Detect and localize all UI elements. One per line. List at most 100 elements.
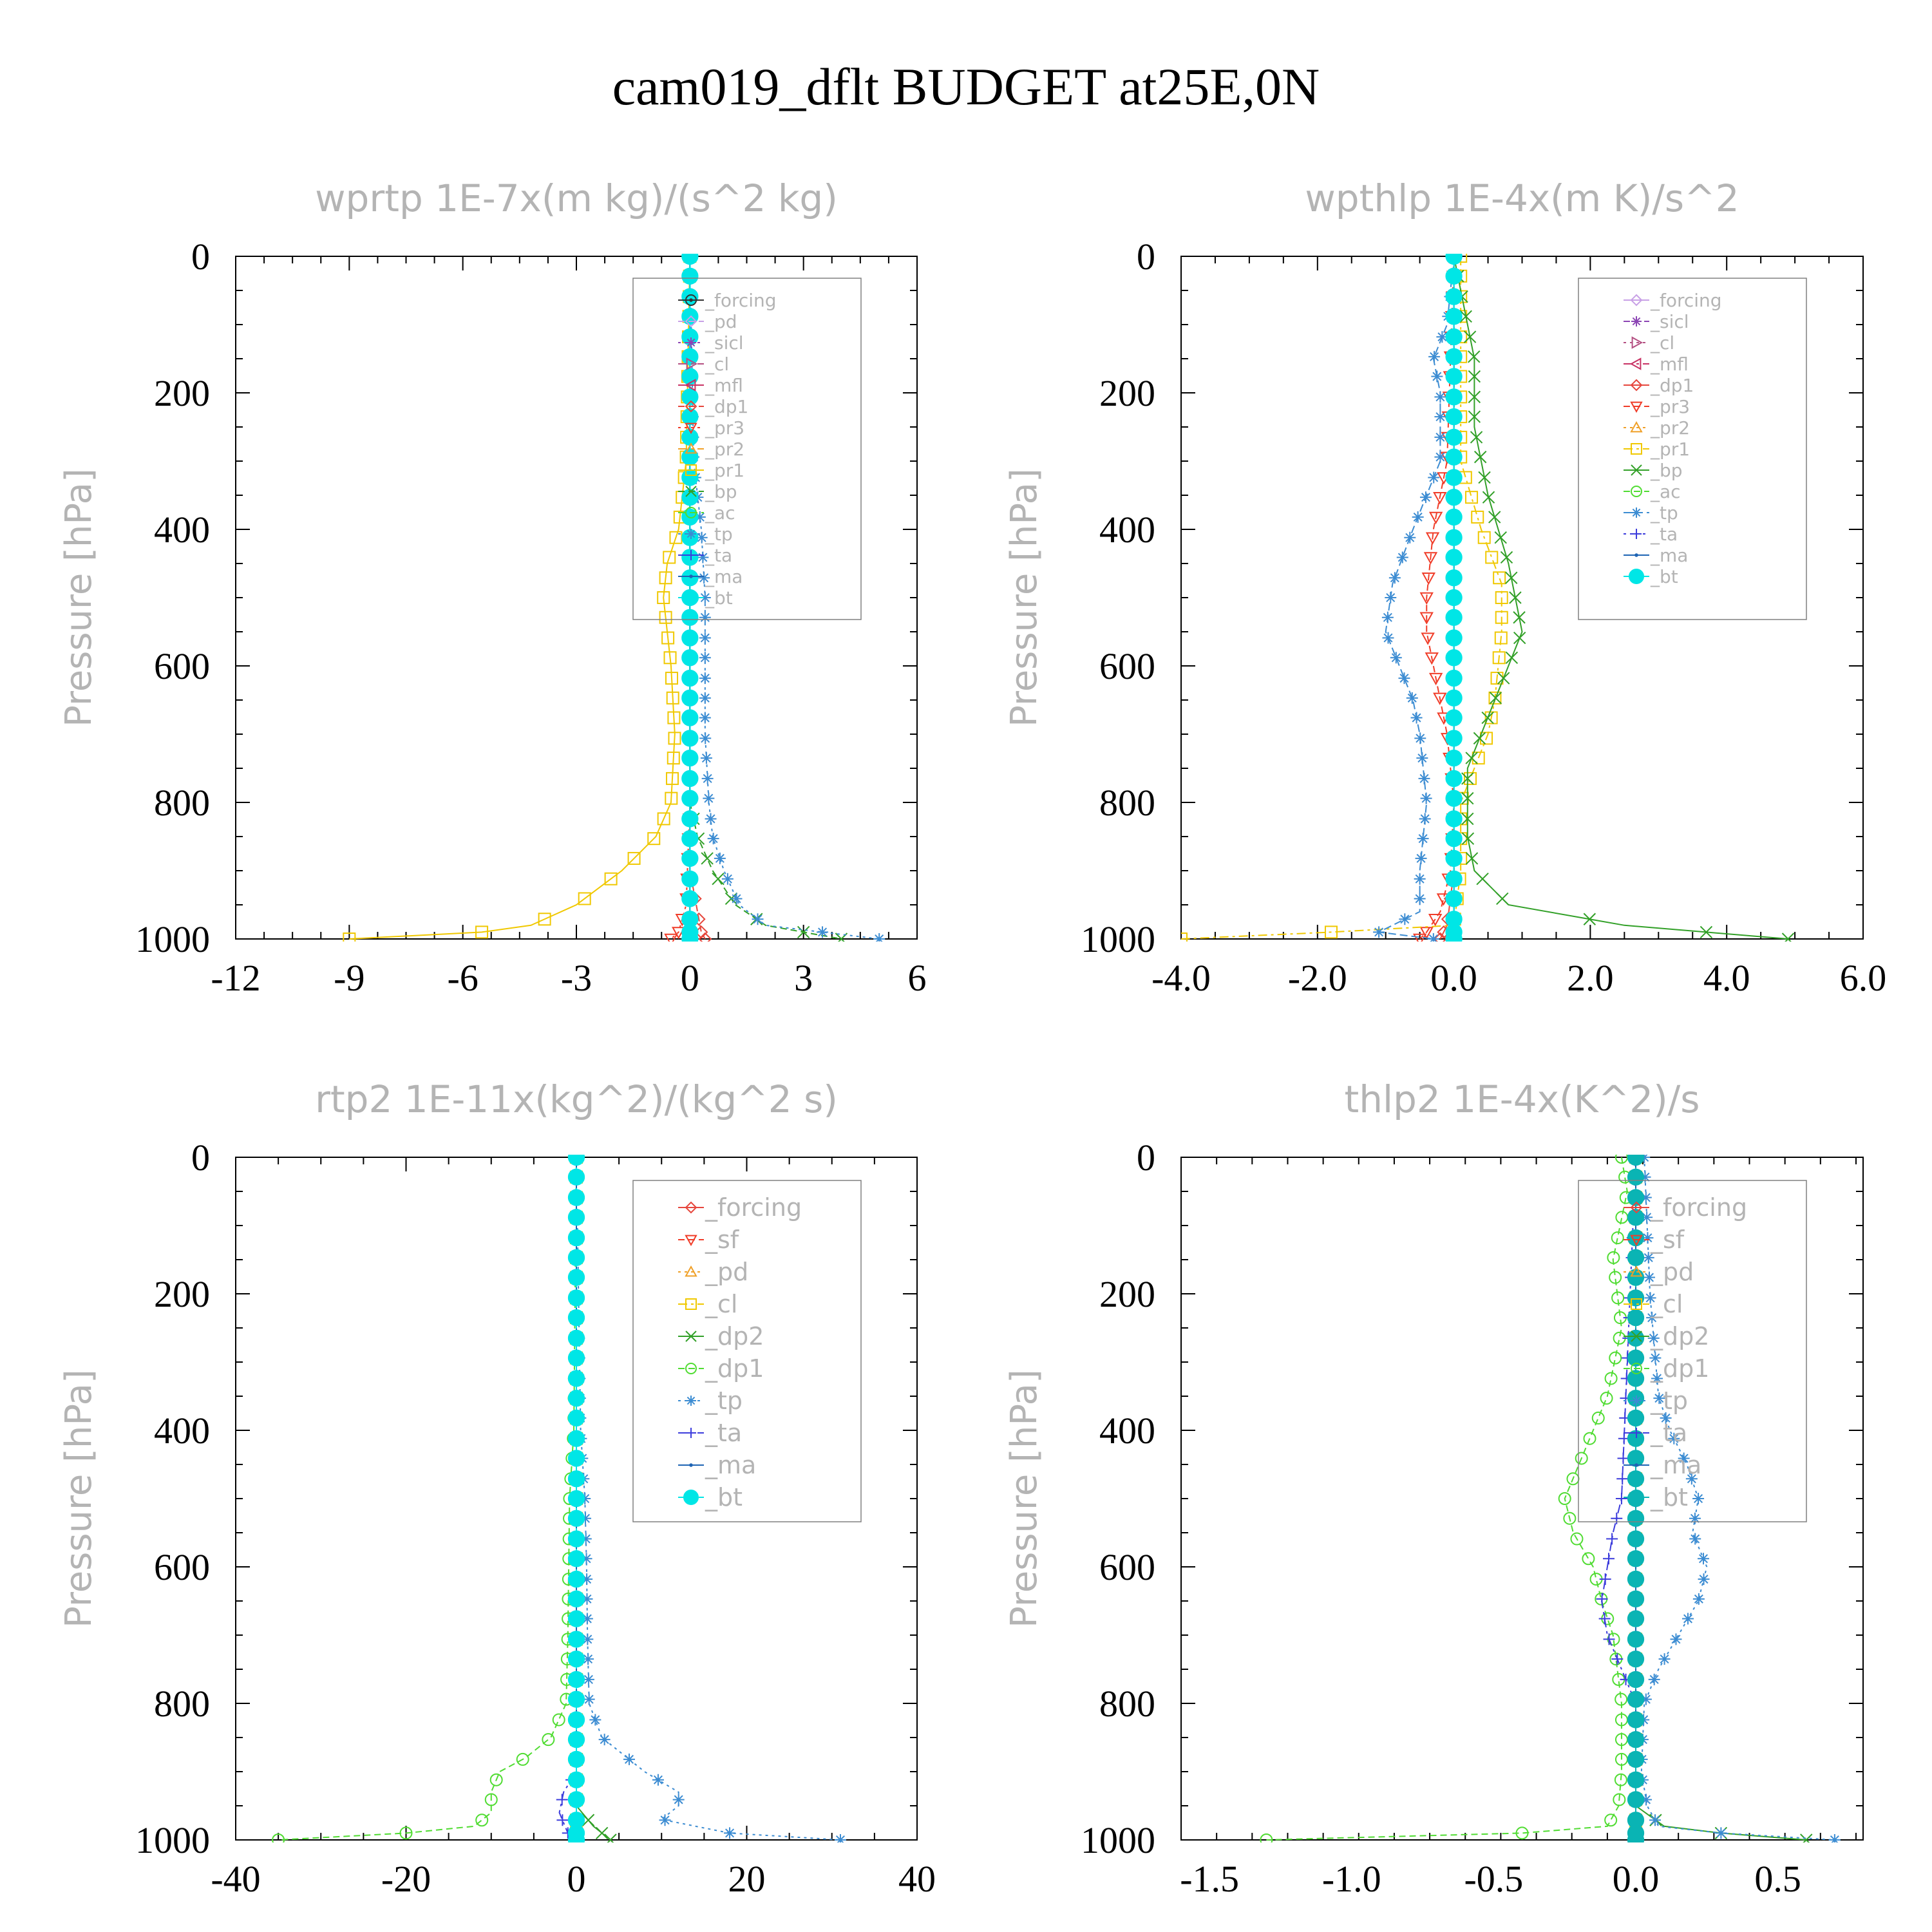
data-point bbox=[567, 1329, 585, 1347]
data-point bbox=[1434, 391, 1446, 403]
data-point bbox=[581, 1613, 593, 1625]
legend-label: _sicl bbox=[705, 332, 744, 354]
data-point bbox=[1445, 830, 1463, 848]
legend-entry: _dp2 bbox=[1624, 1322, 1709, 1350]
data-point bbox=[1410, 712, 1423, 724]
data-point bbox=[582, 1633, 594, 1645]
y-tick-label: 600 bbox=[1099, 645, 1155, 687]
data-point bbox=[1421, 632, 1435, 645]
data-point bbox=[1600, 1392, 1613, 1405]
data-point bbox=[1445, 267, 1463, 285]
data-point bbox=[567, 1791, 585, 1808]
data-point bbox=[1414, 732, 1426, 744]
legend-label: _pr3 bbox=[1650, 396, 1690, 417]
legend-entry: _mfl bbox=[1624, 354, 1689, 375]
data-point bbox=[1627, 1711, 1645, 1728]
data-point bbox=[567, 1731, 585, 1748]
data-point bbox=[1616, 1473, 1629, 1485]
data-point bbox=[1468, 390, 1481, 404]
data-point bbox=[714, 852, 726, 864]
data-point bbox=[567, 1570, 585, 1588]
data-point bbox=[1468, 410, 1481, 423]
x-tick-label: -0.5 bbox=[1464, 1858, 1523, 1900]
data-point bbox=[1445, 368, 1463, 385]
legend-label: _cl bbox=[1650, 1290, 1683, 1318]
legend-entry: _bp bbox=[678, 481, 737, 502]
data-point bbox=[1445, 649, 1463, 667]
data-point bbox=[1627, 1791, 1645, 1808]
data-point bbox=[1433, 692, 1447, 705]
data-point bbox=[567, 1750, 585, 1768]
data-point bbox=[681, 254, 699, 265]
data-point bbox=[1627, 1650, 1645, 1668]
data-point bbox=[707, 833, 719, 845]
legend-entry: _pr2 bbox=[1624, 417, 1690, 439]
y-tick-label: 800 bbox=[154, 782, 210, 824]
data-point bbox=[1482, 491, 1495, 504]
data-point bbox=[1611, 1653, 1624, 1665]
data-point bbox=[724, 1827, 736, 1839]
data-point bbox=[1468, 350, 1481, 363]
y-tick-label: 600 bbox=[154, 1546, 210, 1588]
panel-title: wpthlp 1E-4x(m K)/s^2 bbox=[1305, 176, 1739, 220]
legend-label: _pr2 bbox=[1650, 417, 1690, 439]
data-point bbox=[567, 1671, 585, 1689]
data-point bbox=[1700, 925, 1713, 939]
data-point bbox=[661, 631, 675, 645]
legend-label: _tp bbox=[705, 1387, 743, 1415]
x-tick-label: 0.0 bbox=[1430, 957, 1477, 999]
x-tick-label: -40 bbox=[211, 1858, 260, 1900]
legend-entry: _cl bbox=[678, 1290, 737, 1318]
data-point bbox=[1505, 571, 1518, 584]
data-point bbox=[668, 732, 681, 745]
data-point bbox=[567, 1390, 585, 1407]
data-point bbox=[1598, 1613, 1611, 1625]
data-point bbox=[681, 849, 699, 867]
y-tick-label: 0 bbox=[1137, 1137, 1155, 1179]
legend-label: _bt bbox=[1650, 1483, 1688, 1511]
data-point bbox=[1627, 1510, 1645, 1527]
data-point bbox=[1463, 330, 1477, 343]
data-point bbox=[681, 408, 699, 426]
data-point bbox=[1615, 1211, 1629, 1224]
legend-label: _ma bbox=[1650, 545, 1688, 566]
data-point bbox=[582, 1673, 594, 1685]
data-point bbox=[699, 652, 711, 664]
plot-frame bbox=[1180, 1157, 1864, 1841]
data-point bbox=[1421, 573, 1436, 585]
y-tick-label: 1000 bbox=[1081, 918, 1155, 960]
data-point bbox=[699, 732, 712, 744]
legend-entry: _dp1 bbox=[1624, 1354, 1709, 1383]
data-point bbox=[1685, 1473, 1698, 1485]
data-point bbox=[567, 1155, 585, 1166]
data-point bbox=[1627, 1370, 1645, 1387]
data-point bbox=[1478, 471, 1491, 484]
data-point bbox=[873, 933, 886, 942]
legend: _forcing _sf _pd _cl _dp2 _dp1 _tp _ta _ma _bt bbox=[1578, 1180, 1807, 1522]
legend-entry: _tp bbox=[678, 1387, 743, 1415]
data-point bbox=[1445, 849, 1463, 867]
legend-entry: _tp bbox=[678, 524, 733, 545]
data-point bbox=[1613, 1793, 1626, 1806]
legend-entry: _ac bbox=[1624, 481, 1681, 502]
data-point bbox=[1627, 1570, 1645, 1588]
panel-title: rtp2 1E-11x(kg^2)/(kg^2 s) bbox=[315, 1077, 838, 1121]
data-point bbox=[1419, 592, 1434, 605]
data-point bbox=[1423, 552, 1438, 565]
legend-entry: _sf bbox=[1624, 1226, 1685, 1254]
data-point bbox=[567, 1168, 585, 1186]
y-tick-label: 400 bbox=[1099, 1410, 1155, 1452]
legend-entry: _ac bbox=[678, 502, 735, 524]
data-point bbox=[567, 1610, 585, 1627]
data-point bbox=[667, 711, 681, 724]
data-point bbox=[1473, 732, 1486, 745]
data-point bbox=[1692, 1593, 1705, 1605]
data-point bbox=[1583, 1432, 1596, 1445]
data-point bbox=[1627, 1590, 1645, 1607]
data-point bbox=[699, 632, 711, 644]
legend-label: _bp bbox=[705, 481, 737, 502]
y-axis-label: Pressure [hPa] bbox=[58, 1369, 100, 1628]
data-point bbox=[697, 551, 709, 564]
legend-label: _ma bbox=[705, 1451, 756, 1479]
legend-entry: _ma bbox=[678, 1451, 756, 1479]
